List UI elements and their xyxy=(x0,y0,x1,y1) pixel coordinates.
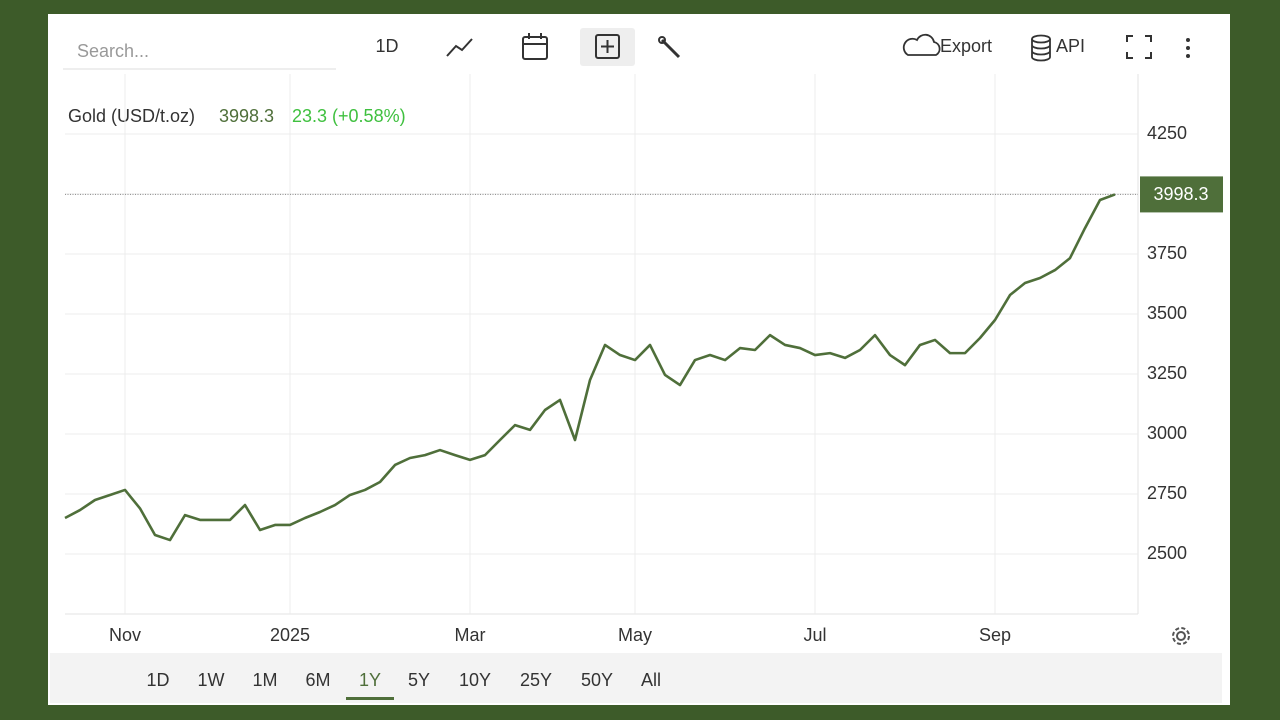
range-button[interactable]: 1D xyxy=(146,670,169,690)
y-tick-label: 2750 xyxy=(1147,483,1187,503)
range-button[interactable]: All xyxy=(641,670,661,690)
instrument-change: 23.3 (+0.58%) xyxy=(292,106,406,126)
settings-icon[interactable] xyxy=(1172,627,1190,645)
range-button[interactable]: 1Y xyxy=(359,670,381,690)
x-tick-label: 2025 xyxy=(270,625,310,645)
fullscreen-icon[interactable] xyxy=(1126,35,1152,59)
api-icon[interactable] xyxy=(1031,34,1051,62)
range-button[interactable]: 50Y xyxy=(581,670,613,690)
y-tick-label: 4250 xyxy=(1147,123,1187,143)
instrument-price: 3998.3 xyxy=(219,106,274,126)
range-button[interactable]: 10Y xyxy=(459,670,491,690)
range-button[interactable]: 1M xyxy=(252,670,277,690)
range-button[interactable]: 6M xyxy=(305,670,330,690)
more-icon[interactable] xyxy=(1186,38,1190,58)
instrument-name: Gold (USD/t.oz) xyxy=(68,106,195,126)
y-tick-label: 3750 xyxy=(1147,243,1187,263)
y-tick-label: 3000 xyxy=(1147,423,1187,443)
range-button[interactable]: 5Y xyxy=(408,670,430,690)
api-button[interactable]: API xyxy=(1056,36,1085,56)
export-icon[interactable] xyxy=(902,33,941,56)
calendar-icon[interactable] xyxy=(522,33,548,60)
tools-icon[interactable] xyxy=(658,36,681,59)
y-tick-label: 3250 xyxy=(1147,363,1187,383)
search-input[interactable]: Search... xyxy=(77,41,149,61)
interval-button[interactable]: 1D xyxy=(375,36,398,56)
range-bar xyxy=(50,653,1222,703)
line-type-icon[interactable] xyxy=(446,38,473,57)
range-button[interactable]: 1W xyxy=(198,670,225,690)
x-tick-label: Mar xyxy=(455,625,486,645)
x-tick-label: Jul xyxy=(803,625,826,645)
export-button[interactable]: Export xyxy=(940,36,992,56)
panel xyxy=(48,14,1230,705)
x-tick-label: May xyxy=(618,625,652,645)
crosshair-icon xyxy=(595,34,620,59)
range-button[interactable]: 25Y xyxy=(520,670,552,690)
last-price-badge xyxy=(1140,176,1223,213)
active-range-underline xyxy=(346,697,394,700)
y-tick-label: 3500 xyxy=(1147,303,1187,323)
x-tick-label: Nov xyxy=(109,625,141,645)
x-tick-label: Sep xyxy=(979,625,1011,645)
y-tick-label: 2500 xyxy=(1147,543,1187,563)
price-line xyxy=(64,193,1116,542)
last-price-label: 3998.3 xyxy=(1153,184,1208,204)
